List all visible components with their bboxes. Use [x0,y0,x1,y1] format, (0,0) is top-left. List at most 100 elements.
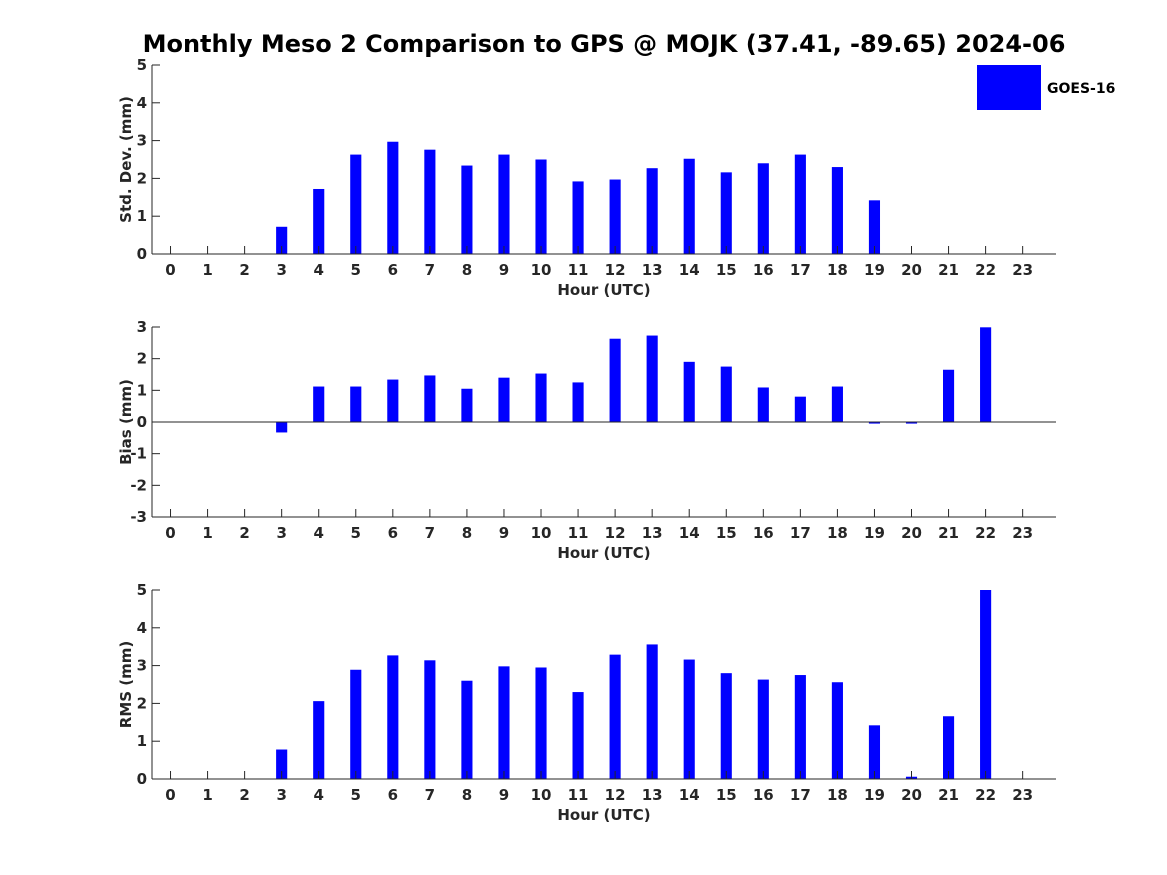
x-tick-label-rms-6: 6 [388,786,398,804]
y-tick-label-rms-0: 0 [137,770,147,788]
x-tick-label-rms-20: 20 [901,786,922,804]
bar-std-hour-9 [498,154,510,254]
bar-rms-hour-8 [461,680,473,779]
x-tick-label-std-20: 20 [901,261,922,279]
x-tick-label-rms-17: 17 [790,786,811,804]
bar-std-hour-11 [572,181,584,254]
y-tick-label-rms-4: 4 [137,619,147,637]
y-tick-label-std-0: 0 [137,245,147,263]
bar-std-hour-16 [757,163,769,254]
bar-rms-hour-3 [276,749,288,779]
bar-rms-hour-9 [498,666,510,779]
x-tick-label-std-6: 6 [388,261,398,279]
x-tick-label-rms-22: 22 [975,786,996,804]
x-tick-label-bias-10: 10 [531,524,552,542]
bar-rms-hour-16 [757,679,769,779]
bar-bias-hour-21 [943,369,955,422]
x-tick-label-std-14: 14 [679,261,700,279]
bar-rms-hour-11 [572,692,584,779]
bar-std-hour-3 [276,226,288,254]
x-tick-label-bias-9: 9 [499,524,509,542]
bar-rms-hour-22 [980,590,992,779]
x-tick-label-bias-5: 5 [351,524,361,542]
bar-bias-hour-14 [683,361,695,422]
y-tick-label-std-5: 5 [137,56,147,74]
x-tick-label-rms-15: 15 [716,786,737,804]
x-tick-label-rms-12: 12 [605,786,626,804]
y-tick-label-rms-3: 3 [137,657,147,675]
chart-title: Monthly Meso 2 Comparison to GPS @ MOJK … [143,30,1066,58]
x-tick-label-std-5: 5 [351,261,361,279]
bar-rms-hour-17 [794,675,806,779]
bar-bias-hour-9 [498,377,510,422]
bar-std-hour-6 [387,141,399,254]
x-tick-label-bias-21: 21 [938,524,959,542]
y-tick-label-bias-2: 2 [137,350,147,368]
x-tick-label-std-9: 9 [499,261,509,279]
bar-std-hour-17 [794,154,806,254]
x-tick-label-std-11: 11 [568,261,589,279]
bar-bias-hour-20 [905,422,918,424]
x-tick-label-rms-7: 7 [425,786,435,804]
x-tick-label-bias-18: 18 [827,524,848,542]
bar-bias-hour-19 [868,422,881,424]
x-tick-label-std-10: 10 [531,261,552,279]
bar-rms-hour-10 [535,667,547,779]
x-tick-label-bias-20: 20 [901,524,922,542]
x-tick-label-bias-12: 12 [605,524,626,542]
x-tick-label-std-0: 0 [165,261,175,279]
x-tick-label-bias-19: 19 [864,524,885,542]
y-tick-label-bias--2: -2 [130,476,147,494]
bar-std-hour-4 [313,188,325,254]
bar-std-hour-13 [646,168,658,254]
bar-bias-hour-6 [387,379,399,422]
x-tick-label-bias-13: 13 [642,524,663,542]
x-tick-label-rms-1: 1 [202,786,212,804]
y-axis-label-rms: RMS (mm) [117,641,135,728]
x-axis-label-rms: Hour (UTC) [557,806,650,824]
x-tick-label-std-4: 4 [314,261,324,279]
x-axis-label-std: Hour (UTC) [557,281,650,299]
x-tick-label-rms-10: 10 [531,786,552,804]
bar-rms-hour-12 [609,654,621,779]
y-tick-label-bias-1: 1 [137,381,147,399]
x-tick-label-rms-14: 14 [679,786,700,804]
x-tick-label-std-17: 17 [790,261,811,279]
x-tick-label-rms-16: 16 [753,786,774,804]
bar-bias-hour-10 [535,373,547,422]
x-tick-label-bias-3: 3 [276,524,286,542]
bar-bias-hour-11 [572,382,584,422]
x-tick-label-std-7: 7 [425,261,435,279]
x-tick-label-rms-23: 23 [1012,786,1033,804]
bar-std-hour-10 [535,159,547,254]
bar-bias-hour-4 [313,386,325,422]
y-tick-label-rms-2: 2 [137,694,147,712]
bar-rms-hour-14 [683,659,695,779]
x-axis-label-bias: Hour (UTC) [557,544,650,562]
bar-std-hour-8 [461,165,473,254]
bar-std-hour-19 [868,200,881,254]
x-tick-label-bias-14: 14 [679,524,700,542]
x-tick-label-std-22: 22 [975,261,996,279]
y-tick-label-bias--1: -1 [130,445,147,463]
y-tick-label-std-2: 2 [137,169,147,187]
bar-rms-hour-19 [868,725,881,779]
legend: GOES-16 [977,65,1115,110]
bar-bias-hour-13 [646,335,658,422]
x-tick-label-rms-9: 9 [499,786,509,804]
bar-bias-hour-8 [461,388,473,422]
x-tick-label-rms-4: 4 [314,786,324,804]
legend-label-goes-16: GOES-16 [1047,81,1115,97]
x-tick-label-std-23: 23 [1012,261,1033,279]
x-tick-label-rms-11: 11 [568,786,589,804]
x-tick-label-std-18: 18 [827,261,848,279]
bar-rms-hour-21 [943,716,955,779]
x-tick-label-rms-5: 5 [351,786,361,804]
y-axis-label-bias: Bias (mm) [117,379,135,465]
x-tick-label-std-13: 13 [642,261,663,279]
bar-std-hour-18 [831,167,843,254]
x-tick-label-bias-17: 17 [790,524,811,542]
